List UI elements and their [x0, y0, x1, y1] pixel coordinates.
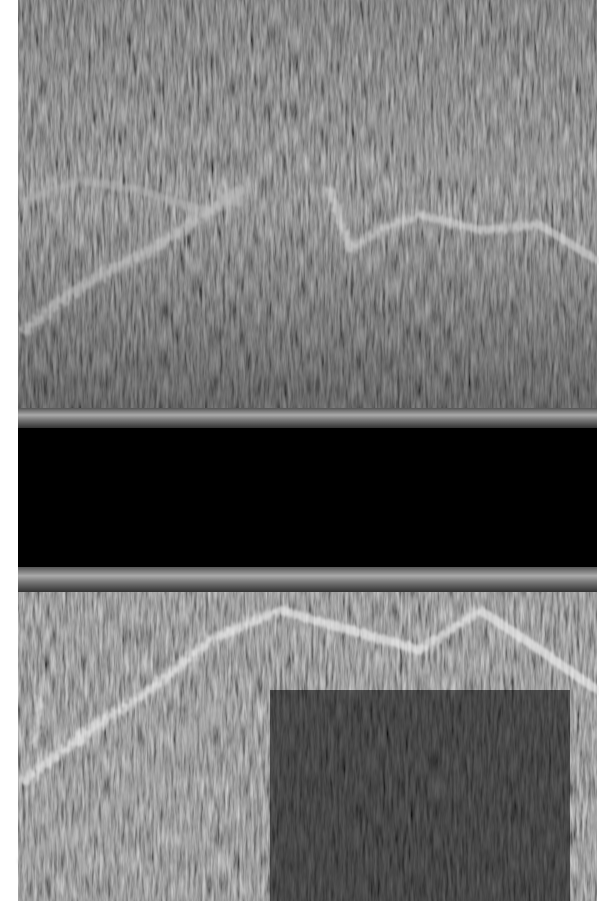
- bottom-divider: [18, 567, 597, 592]
- bottom-dark-region: [270, 690, 570, 901]
- page: (() => { const data = JSON.parse(documen…: [0, 0, 599, 901]
- scan-image: [0, 0, 599, 901]
- top-shade: [18, 0, 597, 410]
- blank-band: [18, 430, 597, 566]
- top-divider: [18, 408, 597, 428]
